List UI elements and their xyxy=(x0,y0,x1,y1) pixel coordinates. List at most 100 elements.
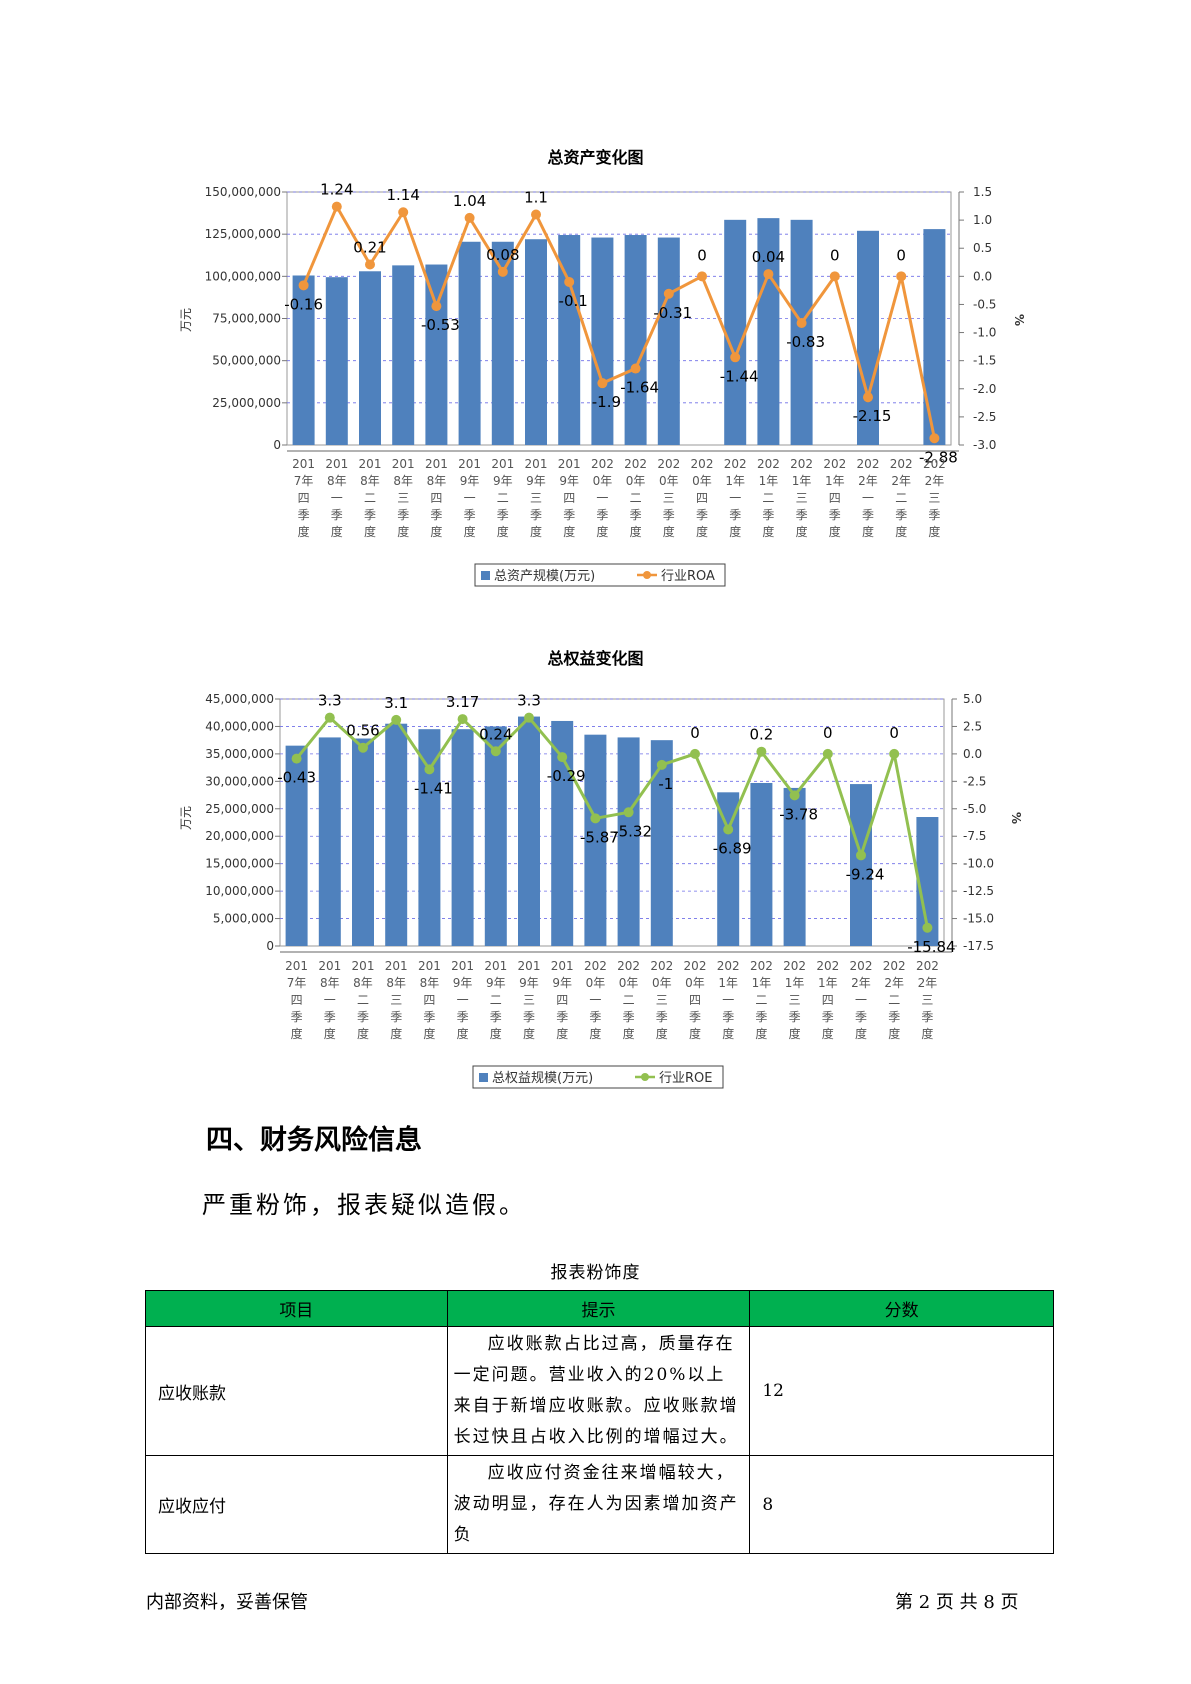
category-label: 1年 xyxy=(718,976,738,990)
category-label: 季 xyxy=(921,1010,933,1024)
ratio-point xyxy=(896,271,907,282)
category-label: 201 xyxy=(318,959,341,973)
right-tick-label: -1.5 xyxy=(973,354,996,368)
category-label: 201 xyxy=(418,959,441,973)
category-label: 季 xyxy=(755,1010,767,1024)
category-label: 0年 xyxy=(652,976,672,990)
category-label: 202 xyxy=(657,457,680,471)
section-body: 严重粉饰，报表疑似造假。 xyxy=(202,1191,526,1219)
row-item: 应收账款 xyxy=(145,1326,448,1456)
right-tick-label: 1.0 xyxy=(973,213,992,227)
table-row: 应收账款 应收账款占比过高，质量存在一定问题。营业收入的20%以上来自于新增应收… xyxy=(145,1326,1054,1456)
data-label: 3.1 xyxy=(384,694,408,712)
ratio-point xyxy=(497,266,508,277)
left-tick-label: 45,000,000 xyxy=(205,692,274,706)
category-label: 度 xyxy=(630,524,642,539)
category-label: 季 xyxy=(829,508,841,522)
category-label: 7年 xyxy=(287,976,307,990)
ratio-point xyxy=(723,824,734,835)
data-label: -0.31 xyxy=(653,304,692,322)
category-label: 201 xyxy=(325,457,348,471)
chart-legend: 总资产规模(万元) 行业ROA xyxy=(474,563,726,587)
bar xyxy=(624,235,647,445)
ratio-point xyxy=(922,922,933,933)
category-label: 季 xyxy=(563,508,575,522)
header-item: 项目 xyxy=(145,1290,448,1327)
category-label: 三 xyxy=(928,491,940,505)
category-label: 度 xyxy=(596,524,608,539)
right-tick-label: -5.0 xyxy=(963,802,986,816)
bar xyxy=(392,265,415,445)
legend-swatch-bar xyxy=(479,1073,488,1082)
legend-swatch-point xyxy=(643,571,651,579)
ratio-point xyxy=(863,392,873,403)
category-label: 一 xyxy=(589,993,601,1007)
bar xyxy=(292,275,315,445)
category-label: 四 xyxy=(829,491,841,505)
category-label: 季 xyxy=(423,1010,435,1024)
category-label: 201 xyxy=(385,959,408,973)
category-label: 季 xyxy=(497,508,509,522)
left-axis-title: 万元 xyxy=(179,308,193,332)
data-label: -1.64 xyxy=(620,379,659,397)
category-label: 202 xyxy=(816,959,839,973)
ratio-point xyxy=(856,850,866,861)
category-label: 202 xyxy=(591,457,614,471)
data-label: -9.24 xyxy=(846,865,885,883)
header-hint: 提示 xyxy=(446,1290,751,1327)
category-label: 四 xyxy=(696,491,708,505)
row-hint: 应收账款占比过高，质量存在一定问题。营业收入的20%以上来自于新增应收账款。应收… xyxy=(446,1326,751,1456)
category-label: 1年 xyxy=(752,976,772,990)
category-label: 度 xyxy=(490,1026,502,1041)
category-label: 201 xyxy=(285,959,308,973)
ratio-point xyxy=(490,746,501,757)
category-label: 202 xyxy=(923,457,946,471)
category-label: 度 xyxy=(722,1026,734,1041)
category-label: 季 xyxy=(656,1010,668,1024)
category-label: 度 xyxy=(656,1026,668,1041)
data-label: -0.53 xyxy=(421,316,460,334)
category-label: 度 xyxy=(663,524,675,539)
category-label: 季 xyxy=(589,1010,601,1024)
bar xyxy=(750,782,773,946)
ratio-point xyxy=(464,212,475,223)
left-tick-label: 100,000,000 xyxy=(205,269,281,283)
category-label: 季 xyxy=(364,508,376,522)
category-label: 度 xyxy=(523,1026,535,1041)
category-label: 度 xyxy=(928,524,940,539)
category-label: 8年 xyxy=(393,474,413,488)
data-label: -2.88 xyxy=(919,448,958,466)
category-label: 度 xyxy=(298,524,310,539)
category-label: 季 xyxy=(490,1010,502,1024)
chart-title: 总资产变化图 xyxy=(547,148,644,167)
ratio-line xyxy=(295,715,929,929)
category-label: 度 xyxy=(789,1026,801,1041)
ratio-point xyxy=(656,759,667,770)
category-label: 0年 xyxy=(659,474,679,488)
category-label: 二 xyxy=(888,993,900,1007)
category-label: 度 xyxy=(556,1026,568,1041)
category-label: 季 xyxy=(331,508,343,522)
ratio-point xyxy=(424,764,435,775)
ratio-point xyxy=(822,748,833,759)
total-assets-chart-svg: 0 25,000,000 50,000,000 75,000,000 100,000,0… xyxy=(179,181,1026,587)
category-label: 二 xyxy=(490,993,502,1007)
category-label: 201 xyxy=(352,959,375,973)
category-label: 季 xyxy=(689,1010,701,1024)
category-label: 季 xyxy=(630,508,642,522)
left-tick-label: 15,000,000 xyxy=(205,857,274,871)
category-label: 202 xyxy=(857,457,880,471)
right-tick-label: 2.5 xyxy=(963,719,982,733)
category-label: 度 xyxy=(563,524,575,539)
ratio-point xyxy=(291,753,302,764)
category-label: 2年 xyxy=(918,976,938,990)
ratio-point xyxy=(298,280,309,291)
category-label: 1年 xyxy=(725,474,745,488)
category-label: 2年 xyxy=(884,976,904,990)
legend-swatch-point xyxy=(641,1073,649,1081)
bar xyxy=(591,237,614,445)
page-number: 第 2 页 共 8 页 xyxy=(895,1592,1019,1613)
data-label: -2.15 xyxy=(853,407,892,425)
category-label: 度 xyxy=(589,1026,601,1041)
right-tick-label: 0.5 xyxy=(973,241,992,255)
